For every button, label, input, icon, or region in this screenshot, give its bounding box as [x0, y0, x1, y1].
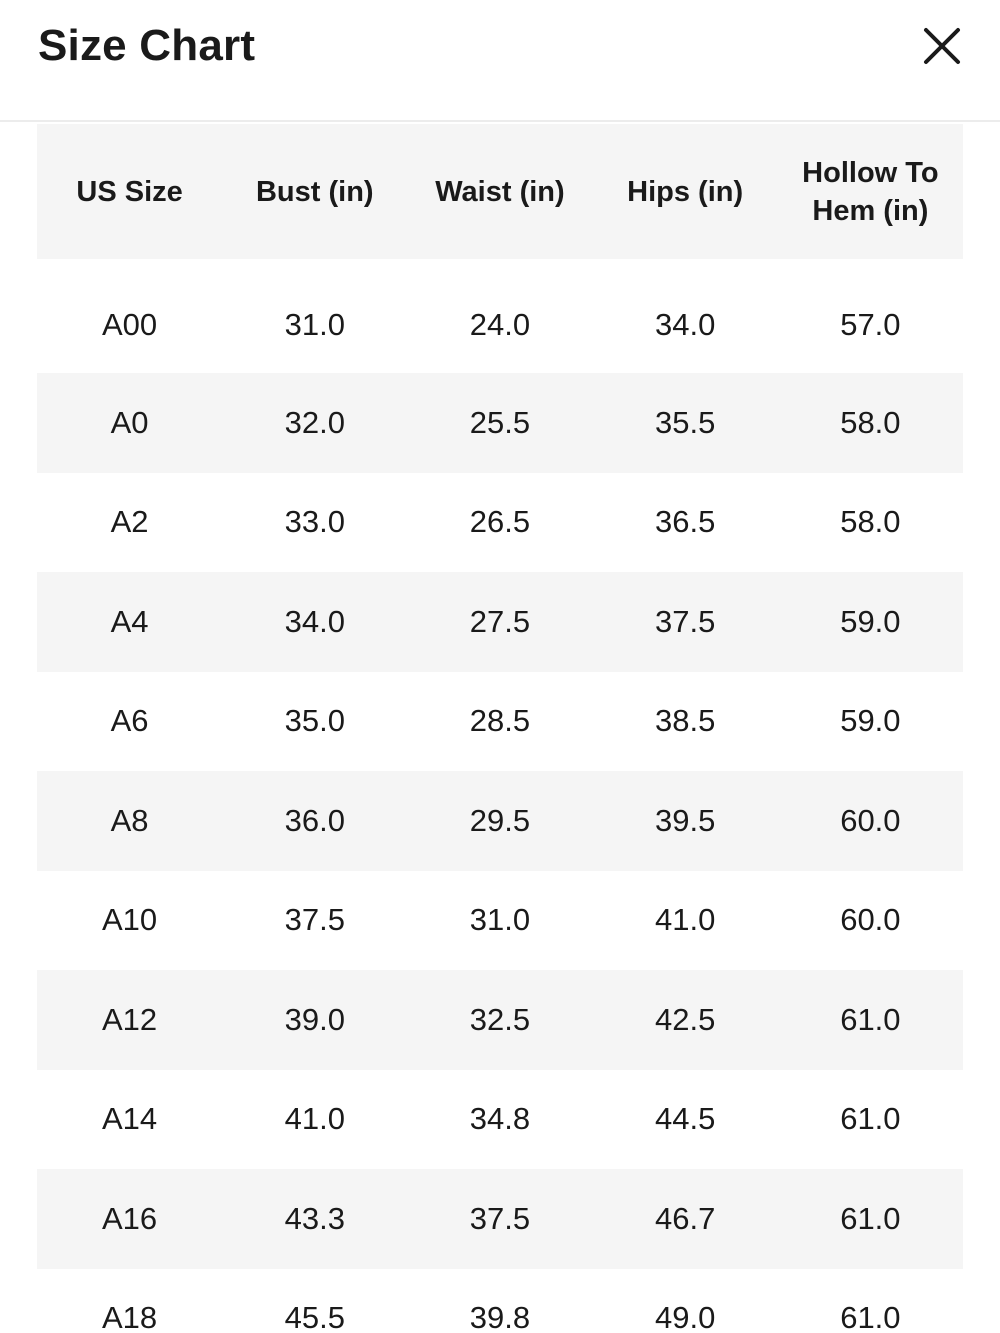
cell-hollow-to-hem: 58.0 — [840, 404, 901, 440]
cell-waist: 27.5 — [469, 603, 531, 639]
cell-us-size: A12 — [102, 1001, 158, 1037]
size-table-container[interactable]: US Size Bust (in) Waist (in) Hips (in) H… — [37, 124, 963, 1333]
cell-hips: 38.5 — [654, 703, 716, 739]
cell-us-size: A10 — [102, 902, 158, 938]
table-row: A4 34.0 27.5 37.5 59.0 — [37, 572, 963, 672]
cell-hollow-to-hem: 60.0 — [840, 802, 901, 838]
close-icon — [924, 28, 960, 64]
cell-us-size: A18 — [102, 1300, 158, 1333]
cell-waist: 32.5 — [469, 1001, 531, 1037]
cell-hollow-to-hem: 61.0 — [840, 1001, 901, 1037]
cell-bust: 34.0 — [284, 603, 345, 639]
table-row: A0 32.0 25.5 35.5 58.0 — [37, 373, 963, 473]
table-row: A14 41.0 34.8 44.5 61.0 — [37, 1070, 963, 1170]
cell-waist: 28.5 — [469, 703, 531, 739]
cell-hollow-to-hem: 59.0 — [840, 603, 901, 639]
cell-waist: 24.0 — [469, 306, 531, 342]
close-button[interactable] — [918, 22, 966, 70]
size-table: US Size Bust (in) Waist (in) Hips (in) H… — [37, 124, 963, 1333]
table-row: A16 43.3 37.5 46.7 61.0 — [37, 1169, 963, 1269]
page-title: Size Chart — [38, 21, 256, 70]
cell-hollow-to-hem: 61.0 — [840, 1200, 901, 1236]
cell-hollow-to-hem: 61.0 — [840, 1101, 901, 1137]
cell-us-size: A00 — [102, 306, 158, 342]
cell-hips: 34.0 — [654, 306, 716, 342]
table-row: A2 33.0 26.5 36.5 58.0 — [37, 473, 963, 573]
cell-hollow-to-hem: 60.0 — [840, 902, 901, 938]
cell-hips: 41.0 — [654, 902, 716, 938]
cell-us-size: A16 — [102, 1200, 158, 1236]
cell-waist: 39.8 — [469, 1300, 531, 1333]
cell-bust: 32.0 — [284, 404, 345, 440]
cell-us-size: A0 — [110, 404, 149, 440]
cell-us-size: A6 — [110, 703, 149, 739]
cell-waist: 29.5 — [469, 802, 531, 838]
cell-hips: 36.5 — [654, 504, 716, 540]
cell-hips: 42.5 — [654, 1001, 716, 1037]
cell-hollow-to-hem: 58.0 — [840, 504, 901, 540]
column-header-waist: Waist (in) — [435, 175, 565, 208]
column-header-hollow-to-hem-line1: Hollow To — [802, 156, 939, 189]
cell-bust: 31.0 — [284, 306, 345, 342]
table-row: A12 39.0 32.5 42.5 61.0 — [37, 970, 963, 1070]
cell-bust: 36.0 — [284, 802, 345, 838]
cell-us-size: A14 — [102, 1101, 158, 1137]
cell-bust: 39.0 — [284, 1001, 345, 1037]
cell-hips: 39.5 — [654, 802, 716, 838]
cell-hips: 46.7 — [654, 1200, 716, 1236]
cell-bust: 33.0 — [284, 504, 345, 540]
cell-hollow-to-hem: 57.0 — [840, 306, 901, 342]
table-body: A00 31.0 24.0 34.0 57.0 A0 32.0 25.5 35.5 58.0 A2 3… — [37, 259, 963, 1333]
cell-hips: 37.5 — [654, 603, 716, 639]
table-row: A6 35.0 28.5 38.5 59.0 — [37, 672, 963, 772]
column-header-hollow-to-hem-line2: Hem (in) — [812, 194, 929, 227]
cell-hips: 49.0 — [654, 1300, 716, 1333]
modal-header: Size Chart — [0, 0, 1000, 122]
cell-bust: 43.3 — [284, 1200, 345, 1236]
cell-bust: 37.5 — [284, 902, 345, 938]
cell-us-size: A8 — [110, 802, 149, 838]
cell-bust: 45.5 — [284, 1300, 345, 1333]
column-header-hips: Hips (in) — [627, 175, 744, 208]
cell-waist: 25.5 — [469, 404, 531, 440]
cell-hips: 44.5 — [654, 1101, 716, 1137]
table-row: A8 36.0 29.5 39.5 60.0 — [37, 771, 963, 871]
table-header-row: US Size Bust (in) Waist (in) Hips (in) H… — [37, 124, 963, 259]
table-row: A00 31.0 24.0 34.0 57.0 — [37, 259, 963, 373]
table-row: A18 45.5 39.8 49.0 61.0 — [37, 1269, 963, 1333]
column-header-us-size: US Size — [76, 175, 183, 208]
cell-bust: 41.0 — [284, 1101, 345, 1137]
cell-waist: 34.8 — [469, 1101, 531, 1137]
cell-hips: 35.5 — [654, 404, 716, 440]
cell-waist: 37.5 — [469, 1200, 531, 1236]
column-header-bust: Bust (in) — [255, 175, 374, 208]
cell-waist: 31.0 — [469, 902, 531, 938]
cell-us-size: A2 — [110, 504, 149, 540]
cell-hollow-to-hem: 61.0 — [840, 1300, 901, 1333]
cell-waist: 26.5 — [469, 504, 531, 540]
cell-hollow-to-hem: 59.0 — [840, 703, 901, 739]
cell-us-size: A4 — [110, 603, 149, 639]
table-row: A10 37.5 31.0 41.0 60.0 — [37, 871, 963, 971]
cell-bust: 35.0 — [284, 703, 345, 739]
column-header-hollow-to-hem: Hollow To Hem (in) — [778, 124, 963, 259]
